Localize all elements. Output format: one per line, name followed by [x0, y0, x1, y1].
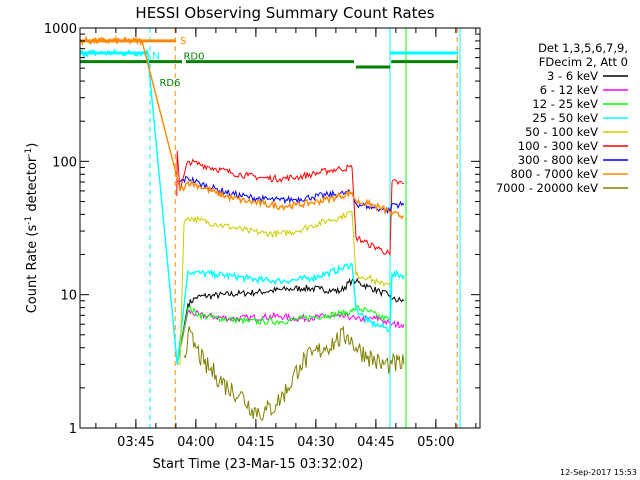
y-axis-label-part1: Count Rate (s	[25, 225, 40, 314]
series-lines	[79, 35, 405, 421]
series-line-8	[183, 325, 405, 421]
legend-label-4: 50 - 100 keV	[525, 125, 598, 139]
flag-label-rd6: RD6	[159, 78, 180, 89]
y-tick-label-3: 1000	[44, 22, 77, 37]
legend: Det 1,3,5,6,7,9,FDecim 2, Att 03 - 6 keV…	[496, 41, 628, 195]
y-axis-label-sup1: -1	[24, 216, 34, 225]
series-line-6	[179, 175, 405, 215]
legend-label-0: 3 - 6 keV	[547, 69, 598, 83]
legend-label-5: 100 - 300 keV	[518, 139, 598, 153]
legend-header-1: FDecim 2, Att 0	[539, 55, 628, 69]
legend-label-6: 300 - 800 keV	[518, 153, 598, 167]
legend-label-3: 25 - 50 keV	[532, 111, 598, 125]
legend-label-2: 12 - 25 keV	[532, 97, 598, 111]
x-tick-label-0: 03:45	[117, 435, 154, 450]
legend-label-7: 800 - 7000 keV	[510, 167, 598, 181]
footer-timestamp: 12-Sep-2017 15:53	[560, 468, 637, 477]
x-tick-label-4: 04:45	[357, 435, 394, 450]
x-tick-label-5: 05:00	[417, 435, 454, 450]
y-axis-label-sup2: -1	[24, 148, 34, 157]
legend-header-0: Det 1,3,5,6,7,9,	[538, 41, 628, 55]
x-tick-label-2: 04:15	[237, 435, 274, 450]
legend-label-1: 6 - 12 keV	[540, 83, 598, 97]
plot-area	[149, 28, 461, 428]
series-line-0	[176, 276, 405, 365]
y-tick-label-2: 100	[52, 155, 77, 170]
series-line-1	[176, 309, 405, 365]
flag-label-n: N	[152, 51, 159, 62]
y-axis-label-part3: )	[25, 143, 40, 148]
flag-label-rd0: RD0	[183, 52, 204, 63]
series-line-4	[177, 210, 391, 366]
series-line-7	[80, 35, 405, 220]
x-tick-label-1: 04:00	[177, 435, 214, 450]
plot-frame	[79, 27, 481, 429]
chart-title: HESSI Observing Summary Count Rates	[135, 4, 434, 22]
x-tick-label-3: 04:30	[297, 435, 334, 450]
flag-label-s: S	[180, 36, 186, 47]
y-tick-label-0: 1	[69, 422, 77, 437]
series-line-3	[79, 48, 405, 365]
y-axis-label: Count Rate (s-1 detector-1)	[24, 143, 40, 314]
x-axis-label: Start Time (23-Mar-15 03:32:02)	[153, 457, 364, 472]
legend-label-8: 7000 - 20000 keV	[496, 181, 598, 195]
series-line-5	[176, 150, 405, 257]
y-tick-label-1: 10	[60, 289, 77, 304]
y-axis-label-part2: detector	[25, 156, 40, 216]
axes: 1 10 100 1000 03:45 04:00 04:15 04:30 04:45 05:00	[44, 22, 481, 450]
